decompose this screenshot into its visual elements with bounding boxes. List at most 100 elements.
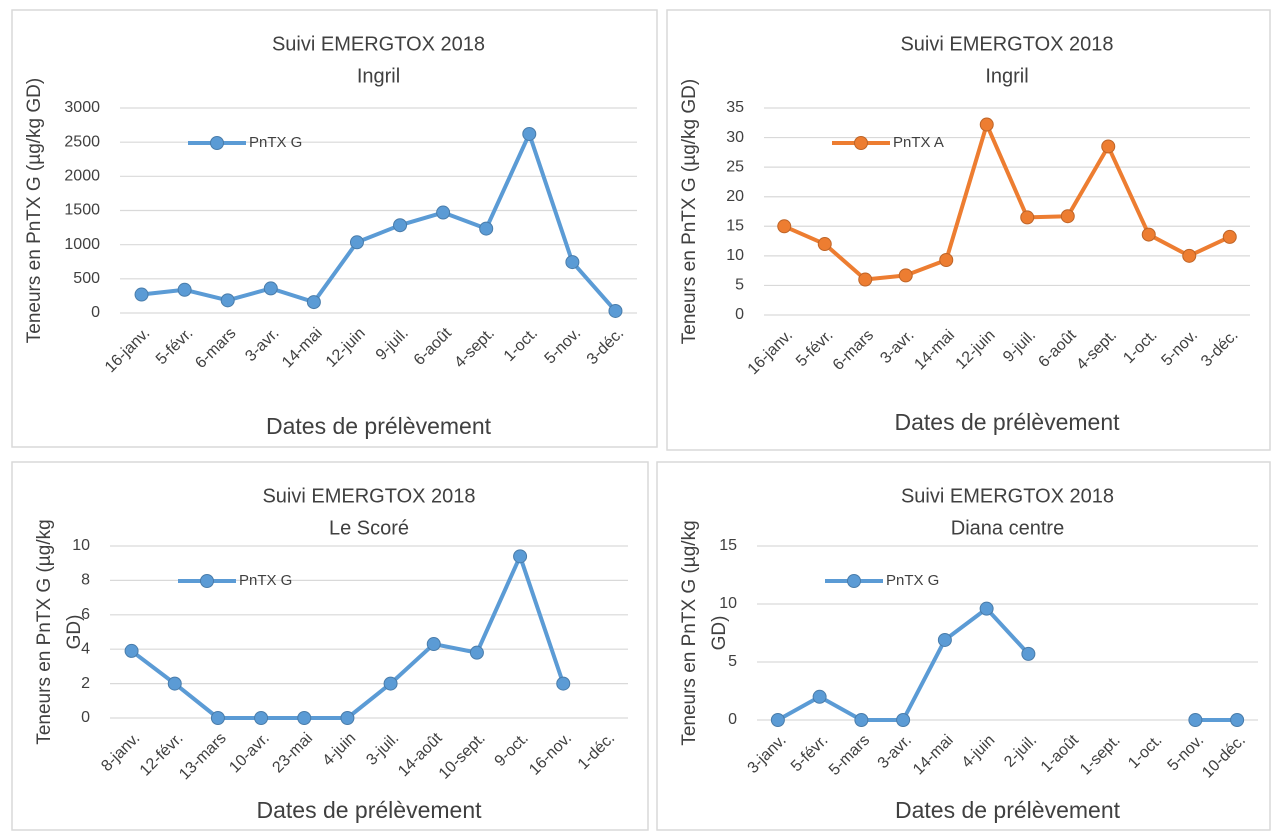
- data-point: [1141, 227, 1156, 242]
- legend-label: PnTX G: [886, 572, 939, 589]
- chart-panel: Suivi EMERGTOX 2018 Ingril 0 500 1000 1500 200…: [11, 9, 658, 448]
- data-point: [479, 221, 494, 236]
- data-point: [817, 237, 832, 252]
- data-point: [522, 126, 537, 141]
- data-point: [1222, 229, 1237, 244]
- data-point: [297, 711, 312, 725]
- data-point: [349, 235, 364, 250]
- y-axis-label: GD): [709, 616, 730, 651]
- panel-border: [666, 9, 1271, 451]
- data-point: [1182, 248, 1197, 263]
- data-point: [896, 713, 911, 727]
- data-point: [812, 689, 827, 704]
- legend-label: PnTX A: [893, 134, 944, 151]
- data-point: [124, 643, 139, 658]
- panel-border: [656, 461, 1271, 831]
- data-point: [854, 713, 869, 727]
- y-tick-label: 20: [726, 188, 744, 205]
- data-point: [858, 272, 873, 287]
- data-point: [167, 676, 182, 691]
- data-point: [937, 632, 952, 647]
- data-point: [220, 293, 235, 308]
- data-point: [770, 713, 785, 727]
- y-axis-label: Teneurs en PnTX G (µg/kg: [34, 519, 55, 744]
- chart-subtitle: Ingril: [985, 65, 1028, 87]
- y-tick-label: 0: [735, 306, 744, 323]
- data-point: [426, 637, 441, 652]
- data-point: [254, 711, 269, 725]
- data-point: [979, 117, 994, 132]
- y-tick-label: 35: [726, 99, 744, 116]
- chart-panel: Suivi EMERGTOX 2018Ingril051015202530351…: [666, 9, 1271, 451]
- chart-title: Suivi EMERGTOX 2018: [900, 33, 1113, 55]
- chart-subtitle: Ingril: [357, 65, 400, 87]
- data-point: [1101, 139, 1116, 154]
- data-point: [1021, 646, 1036, 661]
- y-tick-label: 4: [81, 640, 90, 657]
- legend-marker: [200, 574, 214, 588]
- data-point: [340, 711, 355, 725]
- panel-border: [11, 461, 649, 831]
- chart-subtitle: Diana centre: [951, 517, 1064, 539]
- data-point: [436, 205, 451, 220]
- y-tick-label: 0: [81, 709, 90, 726]
- y-tick-label: 10: [726, 247, 744, 264]
- data-point: [1230, 713, 1245, 727]
- data-point: [556, 676, 571, 691]
- x-axis-label: Dates de prélèvement: [266, 413, 492, 439]
- legend-marker: [854, 136, 868, 150]
- legend-label: PnTX G: [239, 572, 292, 589]
- series-line: [783, 122, 1231, 282]
- data-point: [1020, 210, 1035, 225]
- y-tick-label: 3000: [64, 99, 100, 116]
- y-axis-label: Teneurs en PnTX G (µg/kg GD): [24, 78, 45, 343]
- y-axis-label: GD): [64, 615, 85, 650]
- x-axis-label: Dates de prélèvement: [256, 797, 482, 823]
- data-point: [306, 295, 321, 310]
- data-point: [469, 645, 484, 660]
- data-point: [393, 218, 408, 233]
- data-point: [134, 287, 149, 302]
- y-tick-label: 2: [81, 675, 90, 692]
- legend-marker: [210, 136, 224, 150]
- y-tick-label: 2500: [64, 133, 100, 150]
- y-tick-label: 2000: [64, 168, 100, 185]
- chart-subtitle: Le Scoré: [329, 517, 409, 539]
- y-tick-label: 5: [735, 277, 744, 294]
- data-point: [177, 282, 192, 297]
- data-point: [513, 549, 528, 564]
- data-point: [1188, 713, 1203, 727]
- y-tick-label: 8: [81, 572, 90, 589]
- y-tick-label: 500: [73, 270, 100, 287]
- y-tick-label: 10: [72, 537, 90, 554]
- legend-marker: [847, 574, 861, 588]
- data-point: [777, 219, 792, 234]
- y-axis-label: Teneurs en PnTX G (µg/kg: [679, 520, 700, 745]
- y-tick-label: 15: [726, 218, 744, 235]
- data-point: [608, 303, 623, 318]
- y-tick-label: 30: [726, 129, 744, 146]
- y-tick-label: 0: [728, 711, 737, 728]
- chart-title: Suivi EMERGTOX 2018: [901, 485, 1114, 507]
- chart-title: Suivi EMERGTOX 2018: [272, 33, 485, 55]
- data-point: [565, 255, 580, 270]
- y-tick-label: 15: [719, 537, 737, 554]
- y-axis-label: Teneurs en PnTX G (µg/kg GD): [679, 79, 700, 344]
- x-axis-label: Dates de prélèvement: [894, 409, 1120, 435]
- data-point: [210, 711, 225, 725]
- y-tick-label: 1500: [64, 202, 100, 219]
- x-axis-label: Dates de prélèvement: [895, 797, 1121, 823]
- y-tick-label: 0: [91, 304, 100, 321]
- data-point: [898, 268, 913, 283]
- legend-label: PnTX G: [249, 134, 302, 151]
- y-tick-label: 1000: [64, 236, 100, 253]
- y-tick-label: 25: [726, 158, 744, 175]
- series-line: [141, 131, 617, 313]
- y-tick-label: 6: [81, 606, 90, 623]
- data-point: [263, 281, 278, 296]
- y-tick-label: 10: [719, 595, 737, 612]
- data-point: [383, 676, 398, 691]
